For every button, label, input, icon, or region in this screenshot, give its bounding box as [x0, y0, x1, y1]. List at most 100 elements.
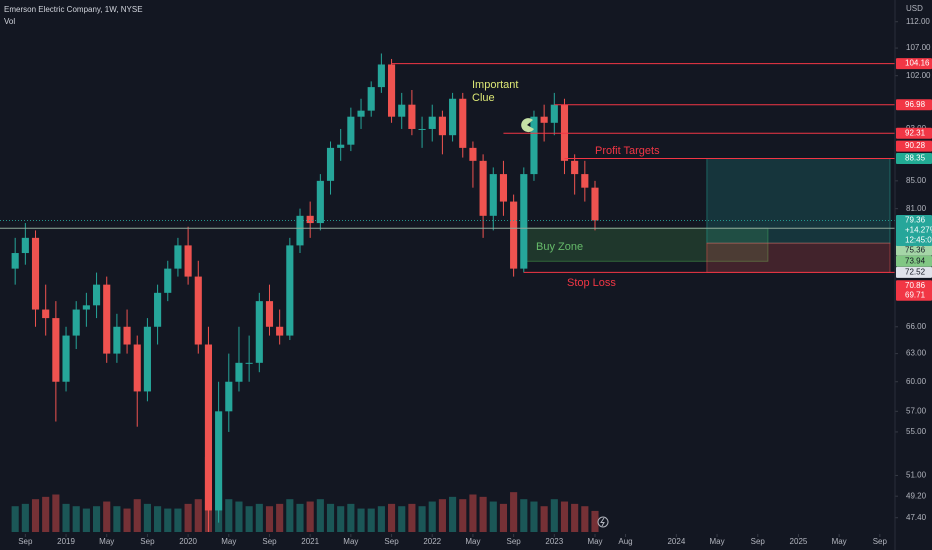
volume-bar — [398, 506, 406, 532]
volume-bar — [347, 503, 355, 532]
volume-bar — [489, 501, 497, 532]
candle-body — [418, 128, 426, 130]
volume-bar — [591, 510, 599, 532]
x-tick-label: 2020 — [179, 537, 197, 546]
price-tag — [896, 255, 932, 267]
volume-bar — [357, 508, 365, 532]
candle-body — [571, 160, 579, 175]
candle-body — [154, 292, 162, 327]
candle-body — [377, 64, 385, 88]
candle-body — [11, 253, 19, 269]
price-tag-label: 75.36 — [905, 245, 926, 254]
candle-body — [276, 326, 284, 336]
price-tag — [896, 99, 932, 111]
zone — [523, 227, 769, 262]
volume-bar — [438, 499, 446, 532]
chart-title: Emerson Electric Company, 1W, NYSE — [4, 5, 143, 14]
candle-body — [265, 301, 274, 327]
volume-bar — [113, 506, 121, 532]
levels-layer — [0, 63, 895, 273]
volume-bar — [316, 499, 324, 532]
volume-bar — [72, 506, 80, 532]
pacman-icon — [521, 118, 534, 133]
volume-bar — [499, 503, 508, 532]
candle-body — [31, 237, 40, 310]
x-tick-label: 2024 — [667, 537, 685, 546]
volume-bar — [550, 499, 558, 532]
y-tick-label: 47.40 — [906, 513, 927, 522]
candle-body — [438, 116, 446, 136]
x-tick-label: 2022 — [423, 537, 441, 546]
y-tick-label: 85.00 — [906, 176, 927, 185]
candle-body — [215, 411, 223, 511]
candle-body — [489, 174, 497, 216]
candle-body — [184, 245, 192, 277]
annotation: Profit Targets — [595, 145, 660, 157]
volume-bar — [286, 499, 294, 532]
candle-body — [164, 268, 172, 293]
candle-body — [550, 104, 558, 123]
volume-bar — [265, 506, 274, 532]
volume-bar — [123, 508, 131, 532]
candle-body — [520, 174, 528, 269]
x-tick-label: 2025 — [790, 537, 808, 546]
y-tick-label: 49.20 — [906, 491, 927, 500]
bar-countdown: 12:45:03 — [905, 236, 932, 245]
price-tag — [896, 127, 932, 139]
volume-bar — [377, 506, 385, 532]
candle-body — [499, 174, 508, 202]
x-tick-label: May — [343, 537, 358, 546]
zone — [706, 158, 891, 244]
price-tag — [896, 280, 932, 292]
x-tick-label: Sep — [140, 537, 155, 546]
volume-bar — [520, 499, 528, 532]
flash-icon[interactable] — [597, 516, 609, 528]
candle-body — [469, 147, 477, 161]
candle-body — [540, 116, 548, 123]
volume-bar — [560, 501, 569, 532]
volume-bar — [62, 503, 70, 532]
price-tag-label: 88.35 — [905, 154, 926, 163]
candle-body — [255, 301, 263, 363]
candle-body — [52, 318, 60, 382]
x-tick-label: 2023 — [545, 537, 563, 546]
volume-bar — [469, 494, 477, 532]
candle-body — [225, 381, 233, 412]
candle-body — [296, 215, 304, 246]
axis-layer: 112.00107.00102.0093.0085.0081.0066.0063… — [18, 0, 932, 550]
candle-body — [306, 215, 314, 224]
candle-body — [103, 284, 111, 354]
volume-bar — [21, 503, 29, 532]
volume-label: Vol — [4, 17, 15, 26]
candle-body — [286, 245, 294, 336]
volume-bar — [154, 506, 162, 532]
candle-body — [194, 276, 202, 345]
volume-bar — [296, 503, 304, 532]
volume-bar — [225, 499, 233, 532]
y-tick-label: 63.00 — [906, 349, 927, 358]
candle-body — [337, 144, 345, 148]
y-tick-label: 112.00 — [906, 17, 930, 26]
volume-bar — [337, 506, 345, 532]
candle-body — [235, 362, 243, 382]
x-tick-label: Sep — [873, 537, 888, 546]
y-tick-label: 107.00 — [906, 43, 931, 52]
volume-bar — [459, 499, 467, 532]
x-tick-label: 2021 — [301, 537, 319, 546]
candle-body — [316, 180, 324, 224]
annotation: Clue — [472, 92, 495, 104]
volume-bar — [52, 494, 60, 532]
candle-body — [133, 344, 141, 392]
candle-body — [459, 98, 467, 148]
volume-bar — [306, 501, 314, 532]
y-tick-label: 57.00 — [906, 406, 927, 415]
price-tag-label: 96.98 — [905, 100, 926, 109]
candles-layer — [11, 53, 599, 532]
volume-bar — [143, 503, 151, 532]
y-tick-label: 55.00 — [906, 427, 927, 436]
candle-body — [347, 116, 355, 145]
volume-bar — [174, 508, 182, 532]
volume-bar — [92, 506, 101, 532]
candle-body — [408, 104, 416, 129]
